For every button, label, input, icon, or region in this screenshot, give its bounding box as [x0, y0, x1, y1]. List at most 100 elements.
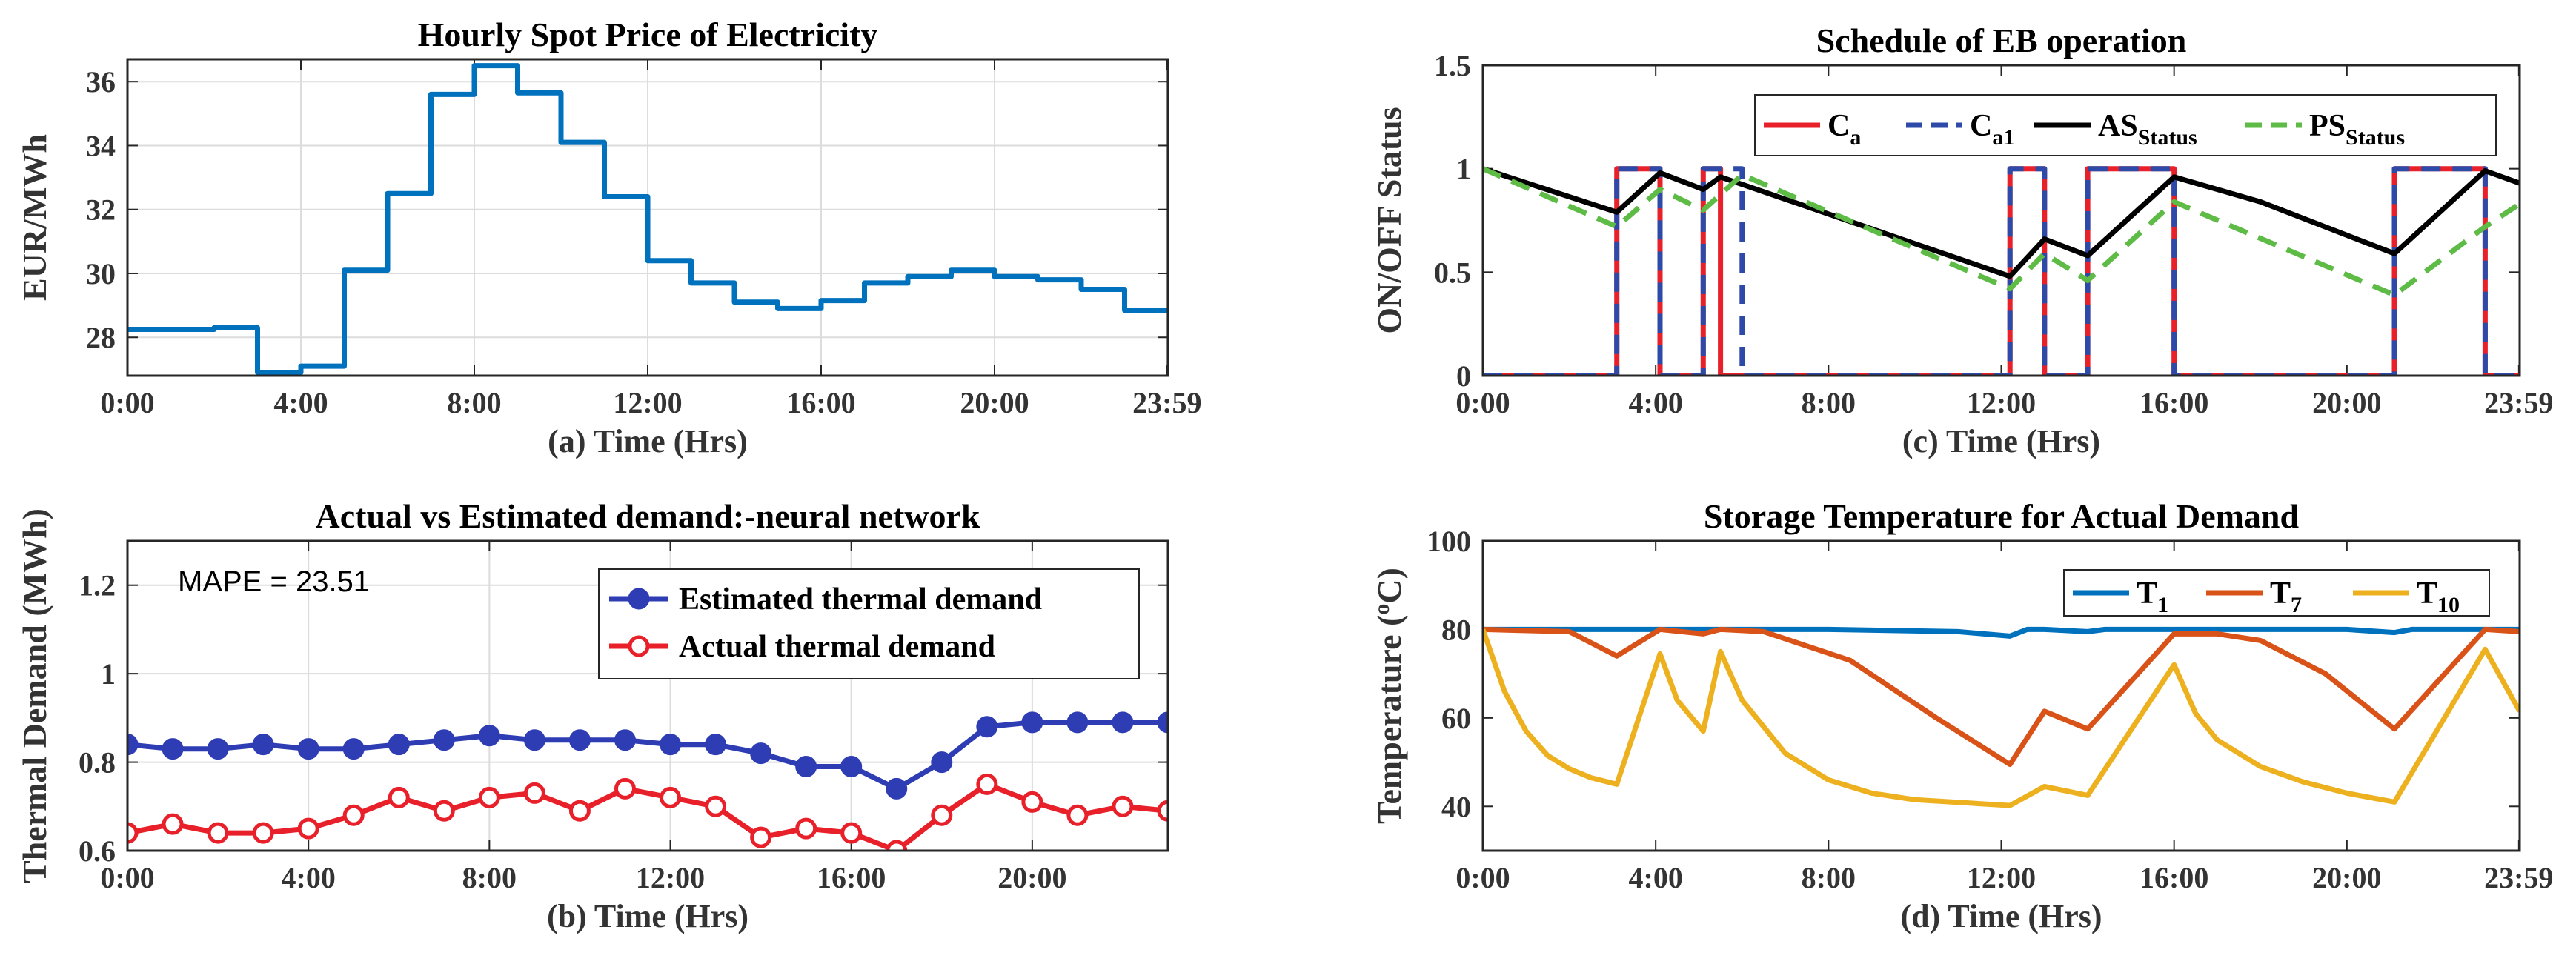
data-point [1112, 795, 1134, 817]
y-tick-label: 100 [1427, 525, 1471, 558]
y-axis-label: ON/OFF Status [1370, 107, 1408, 333]
data-point [478, 786, 500, 808]
data-point [388, 786, 410, 808]
legend-label: ASStatus [2098, 109, 2197, 150]
x-axis-label: (a) Time (Hrs) [548, 423, 748, 459]
chart-title: Schedule of EB operation [1816, 21, 2187, 59]
y-tick-label: 60 [1441, 702, 1471, 735]
data-point [976, 716, 998, 738]
data-point [1066, 711, 1089, 734]
y-tick-label: 1.5 [1434, 49, 1471, 82]
legend-label: Estimated thermal demand [679, 582, 1042, 617]
legend: Estimated thermal demand Actual thermal d… [598, 568, 1140, 679]
x-axis-label: (b) Time (Hrs) [547, 898, 748, 934]
y-tick-label: 30 [86, 257, 116, 290]
data-point [1021, 711, 1043, 734]
series-line-2 [1483, 628, 2520, 808]
chart-c: 0:00 4:00 8:00 12:00 16:00 20:00 23:59 0 0.5 1 1.5… [1370, 21, 2553, 459]
series-line-0 [127, 63, 1168, 376]
legend-marker [628, 635, 650, 657]
legend-label: Ca1 [1970, 109, 2014, 150]
legend-box [598, 568, 1140, 679]
legend-label: PSStatus [2309, 109, 2405, 150]
x-axis-label: (d) Time (Hrs) [1900, 898, 2102, 934]
chart-title: Actual vs Estimated demand:-neural netwo… [316, 497, 980, 535]
x-tick-label: 12:00 [636, 861, 705, 894]
x-tick-label: 0:00 [100, 861, 154, 894]
x-tick-label: 23:59 [2484, 861, 2553, 894]
data-point [931, 804, 953, 826]
x-tick-label: 0:00 [100, 386, 154, 419]
x-tick-label: 8:00 [1802, 386, 1856, 419]
y-tick-label: 0.5 [1434, 256, 1471, 289]
data-point [207, 822, 229, 844]
y-tick-label: 36 [86, 65, 116, 99]
data-point [297, 738, 319, 760]
data-point [1066, 804, 1089, 826]
axes-box [126, 539, 1169, 852]
y-tick-label: 0.8 [79, 746, 116, 780]
data-point [297, 817, 319, 840]
data-point [795, 756, 817, 778]
x-tick-label: 23:59 [1132, 386, 1201, 419]
y-tick-label: 1 [1456, 153, 1471, 186]
data-point [162, 813, 184, 835]
data-point [127, 822, 139, 844]
x-tick-label: 8:00 [447, 386, 501, 419]
x-tick-label: 16:00 [2140, 861, 2208, 894]
data-point [478, 725, 500, 747]
x-tick-label: 8:00 [462, 861, 517, 894]
x-tick-label: 20:00 [2312, 861, 2381, 894]
legend-label: T7 [2270, 576, 2302, 617]
data-point [1021, 791, 1043, 813]
data-point [252, 822, 274, 844]
chart-b: 0:00 4:00 8:00 12:00 16:00 20:00 0.6 0.8 1 1.2 Act… [16, 497, 1169, 934]
data-point [614, 729, 636, 751]
y-axis-label: Thermal Demand (MWh) [16, 508, 53, 883]
data-point [1157, 800, 1168, 822]
data-point [342, 804, 365, 826]
x-tick-label: 20:00 [997, 861, 1066, 894]
x-tick-label: 12:00 [1967, 386, 2036, 419]
data-point [523, 782, 545, 804]
legend-box [1754, 94, 2497, 156]
series-line-2 [1483, 166, 2520, 279]
data-point [1112, 711, 1134, 734]
x-tick-label: 12:00 [1967, 861, 2036, 894]
x-tick-label: 0:00 [1455, 386, 1510, 419]
y-axis-label: EUR/MWh [16, 134, 53, 301]
y-tick-label: 1 [101, 657, 116, 691]
data-point [162, 738, 184, 760]
legend-label: Actual thermal demand [679, 630, 995, 664]
series-line-3 [1483, 166, 2520, 298]
legend-label: T10 [2417, 576, 2460, 617]
chart-title: Hourly Spot Price of Electricity [418, 16, 878, 53]
legend-box [2063, 569, 2490, 617]
x-tick-label: 16:00 [786, 386, 855, 419]
legend-marker [628, 588, 650, 610]
axes-box [1481, 539, 2521, 852]
y-tick-label: 32 [86, 193, 116, 227]
x-tick-label: 4:00 [282, 861, 336, 894]
data-point [750, 826, 772, 848]
x-tick-label: 20:00 [2312, 386, 2381, 419]
x-tick-label: 4:00 [1629, 386, 1683, 419]
axes-box [126, 58, 1169, 377]
x-tick-label: 8:00 [1802, 861, 1856, 894]
data-point [342, 738, 365, 760]
chart-d: 0:00 4:00 8:00 12:00 16:00 20:00 23:59 40 60 80 10… [1370, 497, 2553, 934]
plot-series [1483, 626, 2520, 808]
legend-label: Ca [1828, 109, 1861, 150]
data-point [840, 822, 863, 844]
x-tick-label: 12:00 [613, 386, 682, 419]
x-tick-label: 20:00 [960, 386, 1029, 419]
x-tick-label: 4:00 [1629, 861, 1683, 894]
axes-box [1481, 64, 2521, 377]
data-point [568, 729, 591, 751]
plot-series [127, 63, 1168, 376]
data-point [1157, 711, 1168, 734]
data-point [207, 738, 229, 760]
data-point [614, 777, 636, 800]
legend: T1 T7 T10 [2063, 569, 2490, 617]
